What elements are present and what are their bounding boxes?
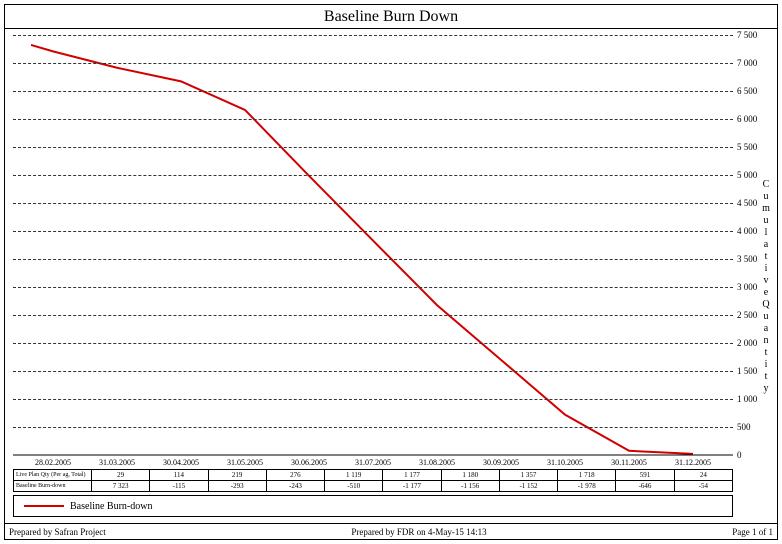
report-frame: Baseline Burn Down 05001 0001 5002 0002 … [4, 4, 778, 540]
grid-line [13, 427, 733, 428]
table-cell: -54 [674, 481, 732, 492]
y-tick-label: 6 500 [737, 86, 771, 96]
table-cell: -1 177 [383, 481, 441, 492]
chart-area: 05001 0001 5002 0002 5003 0003 5004 0004… [5, 29, 777, 523]
table-cell: -115 [150, 481, 208, 492]
table-cell: 591 [616, 470, 674, 481]
y-tick-label: 7 500 [737, 30, 771, 40]
table-cell: 1 718 [558, 470, 616, 481]
y-tick-label: 500 [737, 422, 771, 432]
x-tick-label: 28.02.2005 [35, 458, 71, 467]
row-header: Live Plan Qty (Per ag, Total) [14, 470, 92, 481]
grid-line [13, 315, 733, 316]
data-table: Live Plan Qty (Per ag, Total) 2911421927… [13, 469, 733, 492]
table-cell: -1 156 [441, 481, 499, 492]
x-tick-label: 30.04.2005 [163, 458, 199, 467]
legend: Baseline Burn-down [13, 495, 733, 517]
footer-center: Prepared by FDR on 4-May-15 14:13 [351, 527, 486, 537]
x-tick-label: 31.05.2005 [227, 458, 263, 467]
grid-line [13, 287, 733, 288]
table-cell: -1 152 [499, 481, 557, 492]
x-tick-label: 30.06.2005 [291, 458, 327, 467]
table-cell: 7 323 [92, 481, 150, 492]
x-tick-label: 30.09.2005 [483, 458, 519, 467]
y-tick-label: 7 000 [737, 58, 771, 68]
table-row: Live Plan Qty (Per ag, Total) 2911421927… [14, 470, 733, 481]
table-cell: 114 [150, 470, 208, 481]
grid-line [13, 259, 733, 260]
x-tick-label: 31.08.2005 [419, 458, 455, 467]
table-cell: -293 [208, 481, 266, 492]
footer-right: Page 1 of 1 [732, 527, 773, 537]
grid-line [13, 147, 733, 148]
table-cell: -1 978 [558, 481, 616, 492]
footer-left: Prepared by Safran Project [9, 527, 106, 537]
legend-label: Baseline Burn-down [70, 501, 153, 512]
table-row: Baseline Burn-down 7 323-115-293-243-510… [14, 481, 733, 492]
grid-line [13, 343, 733, 344]
x-tick-label: 31.12.2005 [675, 458, 711, 467]
burndown-line [13, 35, 733, 455]
x-tick-label: 30.11.2005 [611, 458, 647, 467]
y-tick-label: 0 [737, 450, 771, 460]
grid-line [13, 63, 733, 64]
row-header: Baseline Burn-down [14, 481, 92, 492]
plot-area: 05001 0001 5002 0002 5003 0003 5004 0004… [13, 35, 733, 455]
y-axis-label: Cumulative Quantity [761, 179, 773, 395]
grid-line [13, 35, 733, 36]
y-tick-label: 6 000 [737, 114, 771, 124]
grid-line [13, 91, 733, 92]
grid-line [13, 231, 733, 232]
table-cell: -646 [616, 481, 674, 492]
table-cell: 1 119 [325, 470, 383, 481]
x-tick-label: 31.03.2005 [99, 458, 135, 467]
grid-line [13, 175, 733, 176]
x-tick-label: 31.10.2005 [547, 458, 583, 467]
table-cell: -510 [325, 481, 383, 492]
y-tick-label: 1 000 [737, 394, 771, 404]
legend-swatch [24, 505, 64, 507]
table-cell: 1 180 [441, 470, 499, 481]
table-cell: 1 357 [499, 470, 557, 481]
table-cell: 219 [208, 470, 266, 481]
table-cell: 1 177 [383, 470, 441, 481]
x-tick-label: 31.07.2005 [355, 458, 391, 467]
table-cell: 29 [92, 470, 150, 481]
y-tick-label: 5 500 [737, 142, 771, 152]
chart-title: Baseline Burn Down [5, 5, 777, 29]
grid-line [13, 119, 733, 120]
table-cell: 24 [674, 470, 732, 481]
table-cell: -243 [266, 481, 324, 492]
footer: Prepared by Safran Project Prepared by F… [5, 523, 777, 539]
table-cell: 276 [266, 470, 324, 481]
grid-line [13, 399, 733, 400]
grid-line [13, 371, 733, 372]
grid-line [13, 203, 733, 204]
